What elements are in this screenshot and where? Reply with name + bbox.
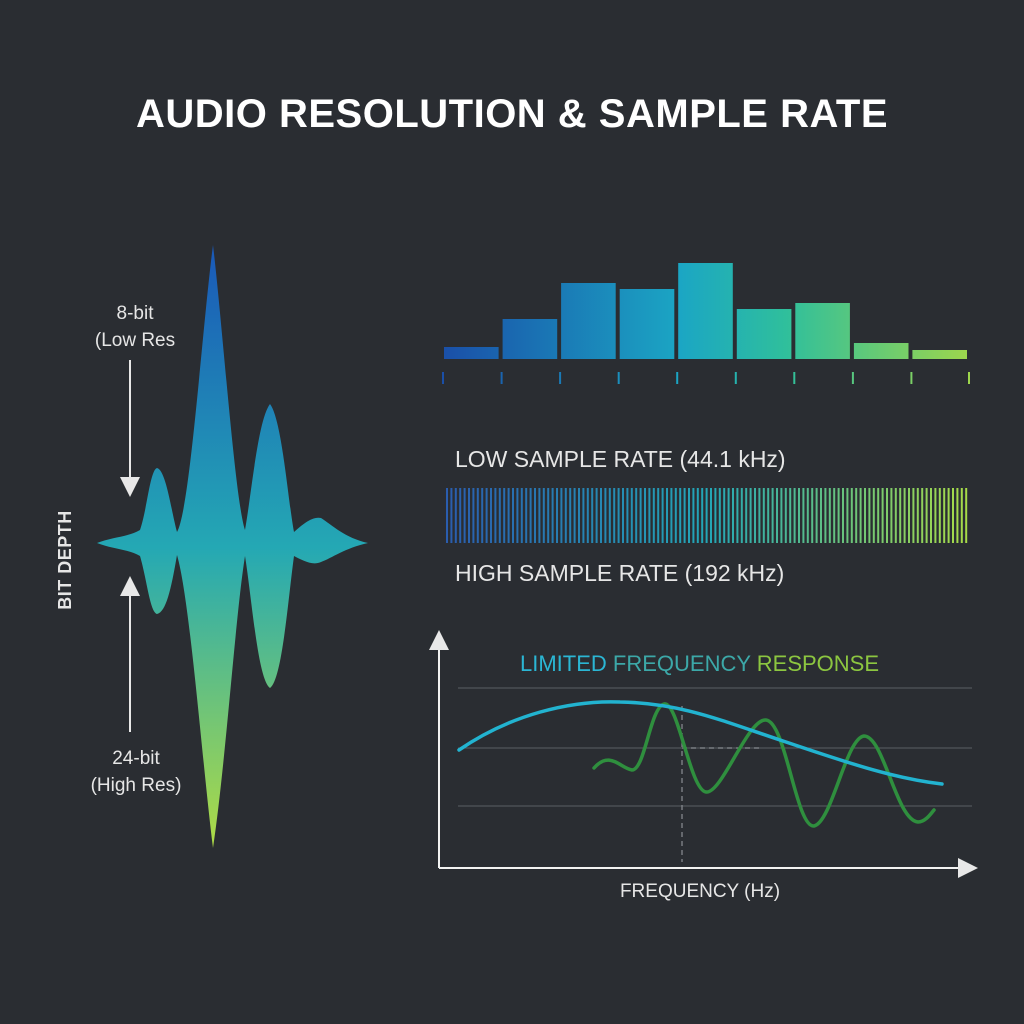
histogram-bar — [502, 319, 558, 359]
high-res-label-line1: 24-bit — [112, 748, 160, 769]
histogram-bar — [853, 343, 909, 359]
bit-depth-waveform — [97, 245, 368, 848]
sample-rate-stripes — [446, 488, 968, 543]
histogram-bar — [561, 283, 616, 359]
bit-depth-axis-label: BIT DEPTH — [55, 510, 75, 610]
histogram-ticks — [442, 372, 970, 384]
page-title: AUDIO RESOLUTION & SAMPLE RATE — [135, 92, 889, 136]
title-part-response: RESPONSE — [750, 651, 880, 676]
histogram-bar — [736, 309, 792, 359]
low-sample-rate-label: LOW SAMPLE RATE (44.1 kHz) — [455, 446, 786, 472]
high-sample-rate-label: HIGH SAMPLE RATE (192 kHz) — [455, 560, 785, 586]
frequency-axis-label: FREQUENCY (Hz) — [619, 881, 781, 902]
low-res-label-line1: 8-bit — [116, 303, 154, 324]
histogram-bar — [444, 347, 499, 359]
full-frequency-curve — [592, 702, 936, 828]
histogram-bar — [678, 263, 733, 359]
histogram-bar — [912, 350, 967, 359]
histogram-bar — [619, 289, 675, 359]
title-part-frequency: FREQUENCY — [606, 651, 751, 676]
histogram-bar — [795, 303, 850, 359]
frequency-response-title: LIMITED FREQUENCY RESPONSE — [520, 651, 879, 677]
high-res-label: 24-bit (High Res) — [78, 745, 194, 799]
low-res-label: 8-bit (Low Res — [80, 300, 190, 354]
limited-frequency-curve — [457, 700, 944, 786]
histogram-bars — [444, 263, 967, 359]
low-res-label-line2: (Low Res — [94, 330, 176, 351]
title-part-limited: LIMITED — [520, 651, 607, 676]
high-res-label-line2: (High Res) — [90, 775, 182, 796]
